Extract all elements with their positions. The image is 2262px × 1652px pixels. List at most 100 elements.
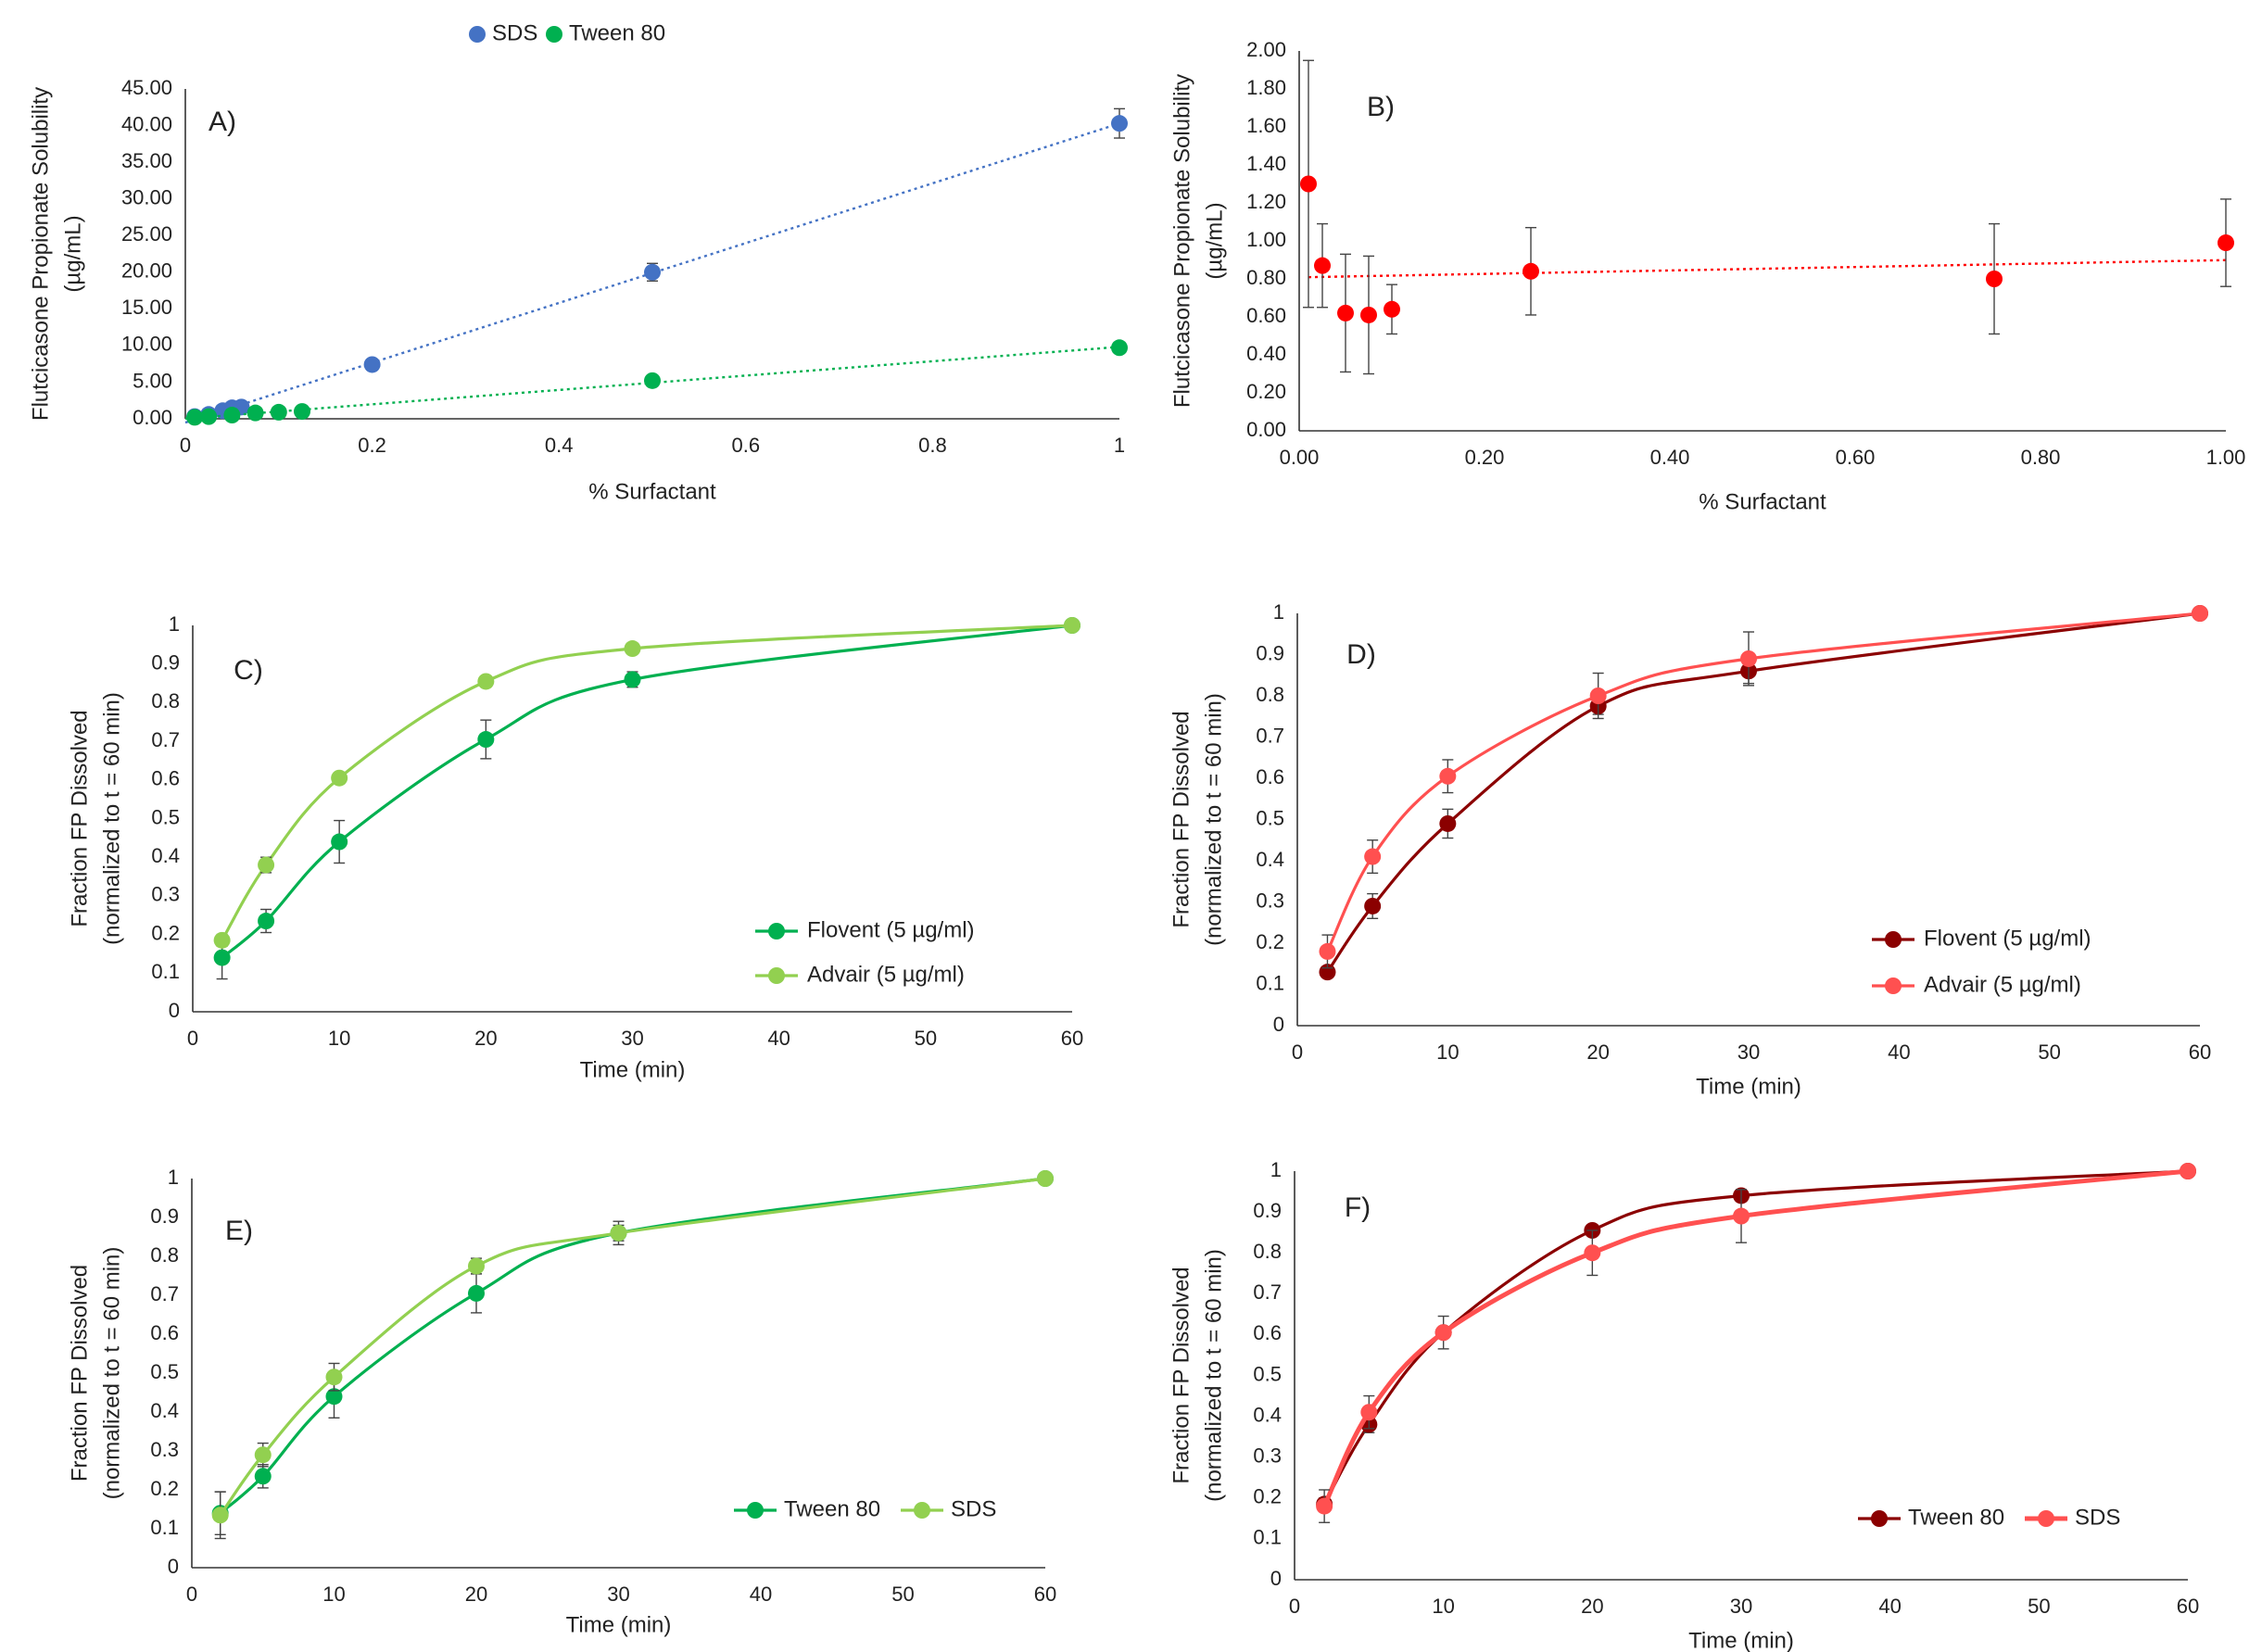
x-tick-label: 40 <box>750 1583 772 1606</box>
panel-label: A) <box>209 107 236 137</box>
x-axis-title: Time (min) <box>566 1612 672 1637</box>
x-tick-label: 60 <box>1034 1583 1056 1606</box>
data-point <box>1523 262 1539 280</box>
y-tick-label: 0.7 <box>1256 724 1284 747</box>
x-tick-label: 50 <box>2028 1595 2050 1618</box>
y-tick-label: 1 <box>1273 600 1284 624</box>
data-point <box>610 1224 627 1242</box>
chart-panel-e: 00.10.20.30.40.50.60.70.80.910 10 20 30 40 50… <box>67 1166 1056 1638</box>
x-axis-title: % Surfactant <box>1699 489 1826 514</box>
y-tick-label: 0.9 <box>151 651 180 675</box>
x-tick-label: 60 <box>1061 1027 1083 1050</box>
y-tick-label: 0.40 <box>1246 342 1286 365</box>
data-point <box>2180 1163 2196 1179</box>
x-tick-label: 0.40 <box>1650 446 1690 469</box>
legend-marker <box>469 26 486 43</box>
data-point <box>624 640 641 658</box>
series-line <box>1326 612 2201 974</box>
y-tick-label: 0.3 <box>1256 889 1284 912</box>
chart-panel-b: 0.00 0.20 0.40 0.60 0.80 1.00 1.20 1.40 1.60 1.80… <box>1169 38 2245 515</box>
x-tick-label: 40 <box>1888 1040 1910 1064</box>
x-tick-label: 10 <box>1436 1040 1459 1064</box>
data-point <box>1064 617 1080 634</box>
y-tick-label: 0.8 <box>1253 1240 1282 1263</box>
data-point <box>1111 339 1128 357</box>
y-tick-label: 0.80 <box>1246 266 1286 289</box>
data-point <box>477 731 495 749</box>
y-axis-title: Flutcicasone Propionate Solubility <box>1169 74 1194 408</box>
data-point <box>1584 1244 1601 1262</box>
legend-label: SDS <box>951 1496 996 1521</box>
data-point <box>1319 942 1336 960</box>
y-axis-title: Fraction FP Dissolved <box>67 1265 92 1482</box>
series-advair-5-g-ml <box>213 617 1080 949</box>
panel-label: E) <box>225 1216 253 1246</box>
y-tick-label: 0.5 <box>151 805 180 828</box>
y-tick-label: 0.4 <box>1256 848 1284 871</box>
y-axis-title: Fraction FP Dissolved <box>1169 711 1194 927</box>
panel-label: D) <box>1346 639 1376 670</box>
data-point <box>363 356 381 373</box>
data-point <box>477 673 495 690</box>
y-tick-label: 0.9 <box>1253 1199 1282 1222</box>
y-tick-label: 0.8 <box>151 689 180 713</box>
y-axis-title: (µg/mL) <box>60 215 85 292</box>
data-point <box>258 856 275 874</box>
y-axis-title: (normalized to t = 60 min) <box>99 692 124 945</box>
data-point <box>2218 234 2234 252</box>
chart-panel-a: 0.00 5.00 10.00 15.00 20.00 25.00 30.00 35.00 40… <box>28 20 1128 504</box>
x-tick-label: 0.4 <box>545 434 574 457</box>
series-line <box>221 624 1073 959</box>
series-sds <box>1316 1163 2196 1523</box>
data-point <box>331 833 348 851</box>
legend-label: Tween 80 <box>569 20 665 45</box>
y-tick-label: 0.1 <box>151 960 180 983</box>
y-tick-label: 1 <box>169 612 180 636</box>
y-tick-label: 1.00 <box>1246 228 1286 251</box>
data-point <box>1364 848 1382 865</box>
series-line <box>1321 1168 2189 1507</box>
x-axis-title: Time (min) <box>1688 1628 1794 1652</box>
y-tick-label: 0.8 <box>1256 683 1284 706</box>
legend-marker <box>768 967 785 984</box>
x-tick-label: 0 <box>1289 1595 1300 1618</box>
y-tick-label: 0.9 <box>1256 641 1284 664</box>
data-point <box>186 409 204 426</box>
x-tick-label: 1.00 <box>2206 446 2246 469</box>
x-tick-label: 40 <box>1878 1595 1901 1618</box>
legend-label: SDS <box>2075 1505 2120 1530</box>
data-point <box>1740 649 1757 667</box>
data-point <box>246 404 264 422</box>
y-tick-label: 0.2 <box>1253 1485 1282 1508</box>
y-tick-label: 45.00 <box>121 76 172 99</box>
data-point <box>1439 814 1457 832</box>
legend-marker <box>747 1502 764 1519</box>
x-tick-label: 0 <box>187 1027 198 1050</box>
y-tick-label: 5.00 <box>133 369 172 392</box>
y-tick-label: 0.5 <box>1256 806 1284 829</box>
y-tick-label: 0.1 <box>150 1516 179 1539</box>
data-point <box>1733 1207 1750 1225</box>
data-point <box>294 403 310 421</box>
y-tick-label: 0.5 <box>150 1360 179 1383</box>
x-tick-label: 50 <box>915 1027 937 1050</box>
x-tick-label: 0 <box>1292 1040 1303 1064</box>
x-tick-label: 50 <box>891 1583 914 1606</box>
y-tick-label: 40.00 <box>121 112 172 135</box>
data-point <box>325 1368 343 1386</box>
y-tick-label: 1.40 <box>1246 152 1286 175</box>
data-point <box>254 1446 272 1464</box>
legend-marker <box>546 26 562 43</box>
x-tick-label: 0.2 <box>358 434 386 457</box>
legend-label: SDS <box>492 20 537 45</box>
x-tick-label: 0.00 <box>1280 446 1320 469</box>
y-axis-title: (normalized to t = 60 min) <box>1201 693 1226 946</box>
y-tick-label: 0.7 <box>150 1282 179 1305</box>
y-tick-label: 25.00 <box>121 222 172 246</box>
y-tick-label: 0.2 <box>1256 930 1284 953</box>
legend-marker <box>2038 1510 2054 1527</box>
y-tick-label: 0 <box>168 1555 179 1578</box>
data-point <box>213 949 231 966</box>
data-point <box>1111 115 1128 132</box>
